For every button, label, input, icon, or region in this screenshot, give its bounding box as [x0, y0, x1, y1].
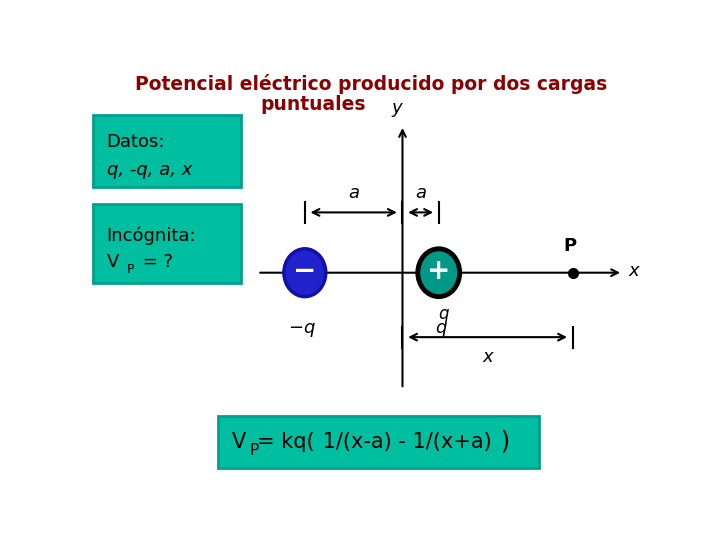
- FancyBboxPatch shape: [218, 416, 539, 468]
- Text: = kq(: = kq(: [258, 432, 315, 452]
- Text: y: y: [392, 99, 402, 117]
- Text: $q$: $q$: [438, 307, 450, 325]
- Text: x: x: [629, 261, 639, 280]
- Text: V: V: [233, 432, 246, 452]
- Text: P: P: [563, 237, 577, 255]
- FancyBboxPatch shape: [93, 204, 240, 283]
- Text: a: a: [348, 184, 359, 202]
- Text: $-q$: $-q$: [288, 321, 316, 339]
- Text: puntuales: puntuales: [261, 95, 366, 114]
- FancyBboxPatch shape: [93, 114, 240, 187]
- Text: 1/(x-a) - 1/(x+a): 1/(x-a) - 1/(x+a): [316, 432, 498, 452]
- Text: $q$: $q$: [435, 321, 448, 339]
- Text: V: V: [107, 253, 119, 271]
- Text: Incógnita:: Incógnita:: [107, 226, 197, 245]
- Text: P: P: [249, 443, 258, 458]
- Text: a: a: [415, 184, 426, 202]
- Text: q, -q, a, x: q, -q, a, x: [107, 160, 192, 179]
- Text: +: +: [427, 256, 451, 285]
- Text: Potencial eléctrico producido por dos cargas: Potencial eléctrico producido por dos ca…: [135, 73, 607, 93]
- Text: P: P: [127, 263, 135, 276]
- Text: x: x: [482, 348, 493, 366]
- Text: Datos:: Datos:: [107, 133, 166, 151]
- Text: = ?: = ?: [138, 253, 174, 271]
- Text: −: −: [293, 256, 317, 285]
- Text: ): ): [500, 430, 509, 454]
- Ellipse shape: [284, 249, 325, 296]
- Ellipse shape: [418, 249, 459, 296]
